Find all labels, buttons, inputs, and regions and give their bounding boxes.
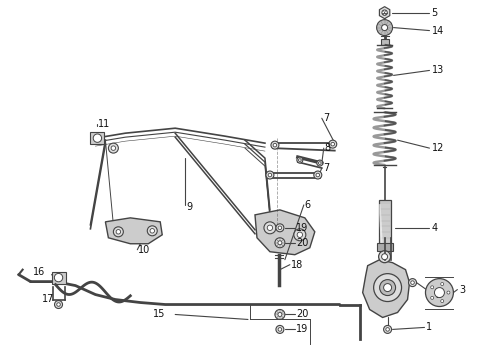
- Bar: [51, 272, 66, 284]
- Circle shape: [93, 134, 101, 142]
- Text: 5: 5: [432, 8, 438, 18]
- Circle shape: [111, 146, 116, 150]
- Text: 14: 14: [432, 26, 444, 36]
- Text: 20: 20: [296, 238, 308, 248]
- Circle shape: [54, 274, 63, 282]
- Circle shape: [294, 229, 306, 241]
- Circle shape: [147, 226, 157, 236]
- Bar: [377, 243, 392, 251]
- Polygon shape: [255, 210, 315, 255]
- Circle shape: [318, 162, 321, 165]
- Bar: [379, 200, 391, 247]
- Circle shape: [297, 232, 302, 238]
- Circle shape: [275, 238, 285, 248]
- Polygon shape: [379, 7, 390, 19]
- Circle shape: [382, 254, 388, 260]
- Circle shape: [317, 160, 323, 166]
- Circle shape: [54, 301, 63, 309]
- Text: 3: 3: [460, 284, 465, 294]
- Circle shape: [278, 241, 282, 245]
- Text: 11: 11: [98, 119, 111, 129]
- Circle shape: [278, 312, 282, 316]
- Circle shape: [57, 303, 60, 306]
- Polygon shape: [363, 260, 410, 318]
- Circle shape: [278, 328, 282, 331]
- Text: 13: 13: [432, 66, 444, 76]
- Polygon shape: [105, 218, 162, 244]
- Circle shape: [386, 328, 390, 331]
- Circle shape: [431, 296, 434, 299]
- Text: 19: 19: [296, 223, 308, 233]
- Circle shape: [316, 173, 319, 177]
- Circle shape: [297, 157, 303, 163]
- Circle shape: [150, 229, 154, 233]
- Bar: [381, 39, 389, 45]
- Text: 15: 15: [153, 310, 165, 319]
- Text: 4: 4: [432, 223, 438, 233]
- Circle shape: [377, 20, 392, 36]
- Circle shape: [380, 280, 395, 296]
- Text: 7: 7: [323, 113, 329, 123]
- Circle shape: [384, 325, 392, 333]
- Circle shape: [409, 279, 416, 287]
- Bar: [91, 132, 104, 144]
- Circle shape: [268, 173, 272, 177]
- Circle shape: [314, 171, 322, 179]
- Circle shape: [441, 283, 444, 285]
- Circle shape: [266, 171, 274, 179]
- Circle shape: [447, 291, 450, 294]
- Circle shape: [276, 224, 284, 232]
- Circle shape: [264, 222, 276, 234]
- Circle shape: [108, 143, 119, 153]
- Circle shape: [275, 310, 285, 319]
- Circle shape: [382, 24, 388, 31]
- Text: 1: 1: [425, 323, 432, 332]
- Circle shape: [382, 10, 387, 15]
- Text: 16: 16: [33, 267, 46, 276]
- Text: 10: 10: [138, 245, 150, 255]
- Circle shape: [411, 281, 415, 284]
- Circle shape: [113, 227, 123, 237]
- Text: 8: 8: [325, 143, 331, 153]
- Circle shape: [374, 274, 401, 302]
- Circle shape: [435, 288, 444, 298]
- Text: 7: 7: [323, 163, 329, 173]
- Circle shape: [441, 300, 444, 303]
- Circle shape: [273, 143, 277, 147]
- Text: 12: 12: [432, 143, 444, 153]
- Circle shape: [276, 325, 284, 333]
- Circle shape: [384, 284, 392, 292]
- Circle shape: [329, 140, 337, 148]
- Circle shape: [267, 225, 272, 230]
- Text: 17: 17: [42, 293, 54, 303]
- Circle shape: [425, 279, 453, 306]
- Circle shape: [271, 141, 279, 149]
- Text: 19: 19: [296, 324, 308, 334]
- Text: 9: 9: [186, 202, 192, 212]
- Text: 18: 18: [291, 260, 303, 270]
- Circle shape: [379, 251, 391, 263]
- Circle shape: [298, 159, 301, 161]
- Circle shape: [431, 286, 434, 289]
- Circle shape: [116, 230, 121, 234]
- Text: 20: 20: [296, 310, 308, 319]
- Text: 2: 2: [436, 289, 441, 300]
- Text: 6: 6: [305, 200, 311, 210]
- Circle shape: [278, 226, 282, 230]
- Circle shape: [331, 142, 335, 146]
